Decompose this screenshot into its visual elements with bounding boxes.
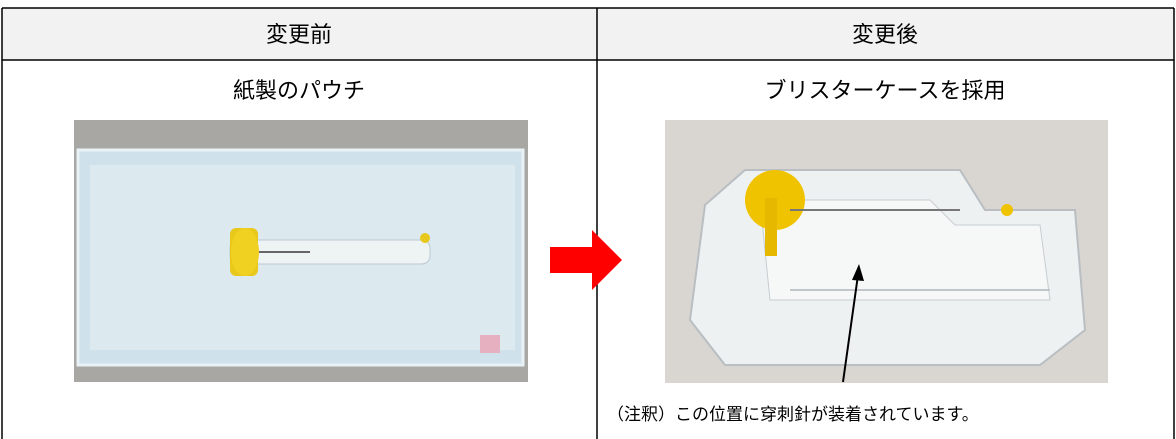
photo-blister bbox=[665, 120, 1108, 383]
header-cell: 変更後 bbox=[852, 23, 918, 48]
arrow-icon bbox=[550, 230, 622, 290]
table-grid bbox=[1, 7, 1175, 439]
photo-pouch bbox=[74, 120, 528, 382]
header-row bbox=[2, 8, 1174, 60]
table-cell: ブリスターケースを採用 bbox=[765, 79, 1006, 104]
table-cell: 紙製のパウチ bbox=[233, 79, 365, 104]
header-cell: 変更前 bbox=[266, 23, 332, 48]
pointer-head bbox=[852, 264, 864, 281]
note: （注釈）この位置に穿刺針が装着されています。 bbox=[607, 405, 979, 425]
pointer-line bbox=[842, 274, 859, 383]
